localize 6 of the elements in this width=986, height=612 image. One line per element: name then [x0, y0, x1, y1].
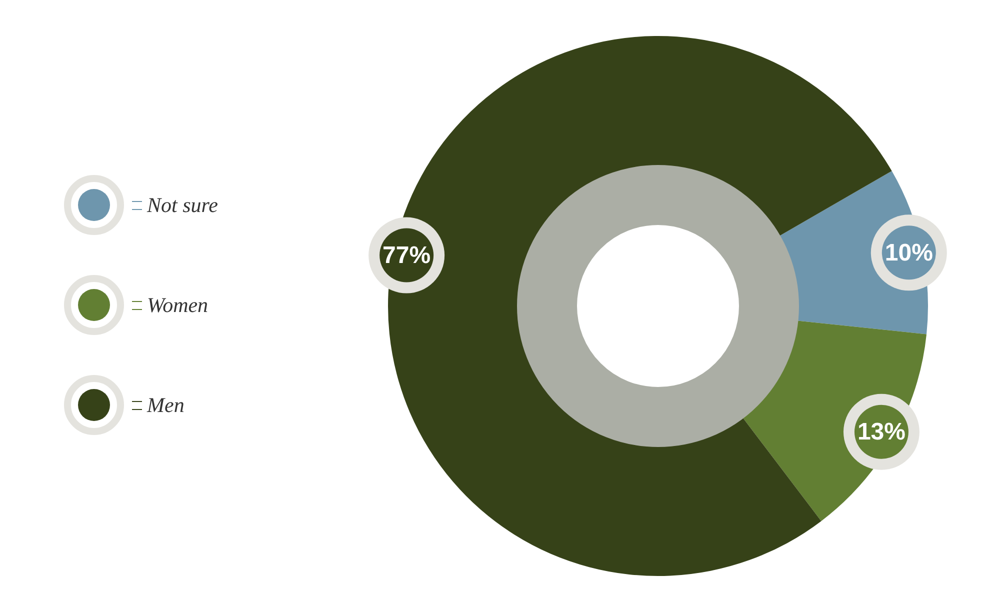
- legend-label: Not sure: [147, 192, 218, 218]
- data-label: 10%: [884, 239, 933, 266]
- data-label: 13%: [857, 418, 906, 446]
- legend-label: Men: [147, 392, 184, 418]
- legend-label: Women: [147, 292, 208, 318]
- data-label: 77%: [382, 242, 431, 269]
